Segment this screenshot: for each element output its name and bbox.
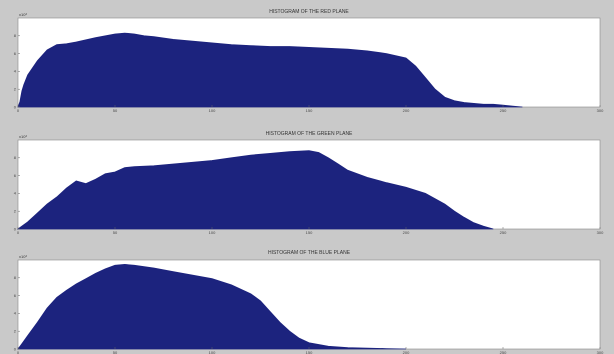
- red-plane-x-tick-label: 50: [113, 108, 118, 113]
- red-plane-y-tick-label: 0: [14, 104, 17, 109]
- blue-plane-histogram-panel: HISTOGRAM OF THE BLUE PLANE 0 50 100 150 200…: [14, 250, 604, 354]
- blue-plane-histogram-area: [17, 263, 407, 350]
- blue-plane-y-exponent-label: x10³: [19, 254, 27, 259]
- green-plane-x-tick-label: 200: [403, 230, 410, 235]
- green-plane-y-tick-label: 4: [14, 191, 17, 196]
- green-plane-y-tick-label: 6: [14, 173, 17, 178]
- red-plane-y-tick-label: 6: [14, 51, 17, 56]
- green-plane-x-tick-label: 300: [597, 230, 604, 235]
- blue-plane-x-tick-label: 200: [403, 350, 410, 354]
- green-plane-title: HISTOGRAM OF THE GREEN PLANE: [266, 131, 353, 137]
- green-plane-x-tick-label: 50: [113, 230, 118, 235]
- green-plane-histogram-panel: HISTOGRAM OF THE GREEN PLANE 0 50 100 150 20…: [14, 131, 604, 235]
- blue-plane-x-tick-label: 250: [500, 350, 507, 354]
- green-plane-x-tick-label: 100: [209, 230, 216, 235]
- blue-plane-x-tick-label: 100: [209, 350, 216, 354]
- blue-plane-y-tick-label: 8: [14, 275, 17, 280]
- red-plane-x-tick-label: 0: [17, 108, 20, 113]
- blue-plane-x-tick-label: 0: [17, 350, 20, 354]
- blue-plane-x-tick-label: 50: [113, 350, 118, 354]
- green-plane-y-tick-label: 0: [14, 226, 17, 231]
- green-plane-x-tick-label: 150: [306, 230, 313, 235]
- green-plane-x-tick-label: 250: [500, 230, 507, 235]
- blue-plane-x-tick-label: 150: [306, 350, 313, 354]
- green-plane-y-tick-label: 8: [14, 155, 17, 160]
- blue-plane-y-tick-label: 4: [14, 311, 17, 316]
- green-plane-y-tick-label: 2: [14, 209, 17, 214]
- blue-plane-x-tick-label: 300: [597, 350, 604, 354]
- green-plane-y-exponent-label: x10³: [19, 134, 27, 139]
- red-plane-x-tick-label: 200: [403, 108, 410, 113]
- red-plane-histogram-panel: HISTOGRAM OF THE RED PLANE 0 50 100 150 200 2…: [14, 9, 604, 113]
- red-plane-title: HISTOGRAM OF THE RED PLANE: [269, 9, 349, 15]
- red-plane-x-tick-label: 300: [597, 108, 604, 113]
- red-plane-x-tick-label: 100: [209, 108, 216, 113]
- blue-plane-y-tick-label: 0: [14, 346, 17, 351]
- blue-plane-y-tick-label: 6: [14, 293, 17, 298]
- red-plane-x-tick-label: 250: [500, 108, 507, 113]
- green-plane-x-tick-label: 0: [17, 230, 20, 235]
- blue-plane-y-tick-label: 2: [14, 329, 17, 334]
- red-plane-y-tick-label: 8: [14, 33, 17, 38]
- green-plane-histogram-area: [16, 150, 494, 230]
- red-plane-y-exponent-label: x10³: [19, 12, 27, 17]
- red-plane-y-tick-label: 2: [14, 87, 17, 92]
- blue-plane-title: HISTOGRAM OF THE BLUE PLANE: [268, 250, 351, 256]
- red-plane-y-tick-label: 4: [14, 69, 17, 74]
- red-plane-x-tick-label: 150: [306, 108, 313, 113]
- red-plane-histogram-area: [17, 32, 523, 108]
